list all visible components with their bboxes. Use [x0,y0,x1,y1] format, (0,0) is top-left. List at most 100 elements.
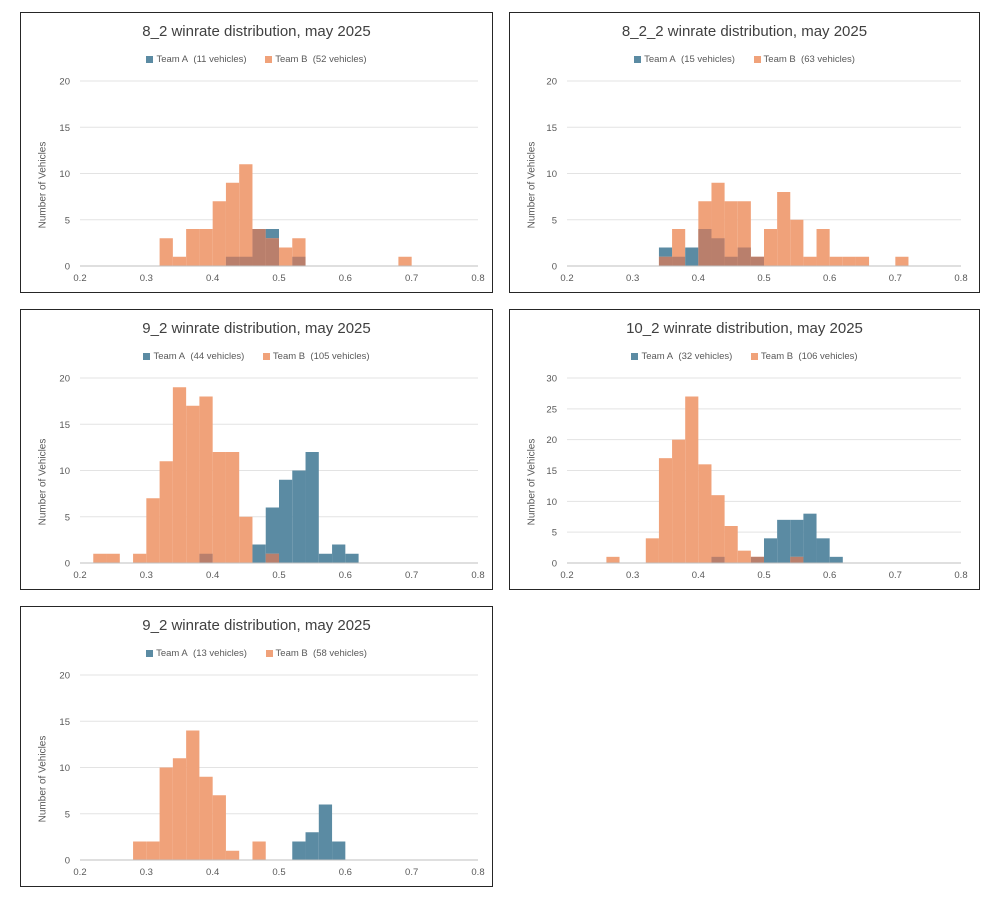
x-tick-label: 0.3 [626,570,639,581]
bar-team-b [199,776,213,860]
x-tick-label: 0.5 [272,867,285,878]
x-tick-label: 0.6 [339,273,352,284]
legend-label-team-b: Team B [275,54,308,65]
legend-team-a: Team A (13 vehicles) [146,648,247,659]
x-tick-label: 0.8 [471,570,484,581]
bar-team-a-overlap [672,256,686,266]
bar-team-b [212,452,226,563]
bar-team-b [895,256,909,266]
chart-panel-9-2-second: 9_2 winrate distribution, may 2025 Team … [20,606,493,887]
bar-team-a-overlap [750,556,764,563]
bar-team-a-overlap [750,256,764,266]
bar-team-a-overlap [265,238,279,266]
chart-legend: Team A (44 vehicles) Team B (105 vehicle… [21,351,492,362]
y-tick-label: 20 [546,435,557,446]
y-tick-label: 15 [546,466,557,477]
legend-team-b: Team B (106 vehicles) [750,351,858,362]
bar-team-b [252,841,266,860]
bar-team-a [279,479,293,563]
legend-team-a: Team A (44 vehicles) [143,351,244,362]
bar-team-b [172,387,187,563]
y-tick-label: 10 [546,169,557,180]
bar-team-a-overlap [265,553,279,563]
bar-team-b [842,256,856,266]
legend-label-team-a: Team A [641,351,674,362]
bar-team-a [685,247,699,266]
legend-team-b: Team B (63 vehicles) [753,54,855,65]
bar-team-b [803,256,817,266]
histogram-plot: 0 5 10 15 20 25 30 0.2 0.3 0.4 0.5 0.6 0.7 0.8 [546,374,967,582]
y-tick-label: 10 [546,497,557,508]
y-tick-label: 5 [65,215,70,226]
bar-team-a [332,841,346,860]
x-tick-label: 0.8 [471,273,484,284]
x-tick-label: 0.4 [692,570,705,581]
legend-count-team-a: (13 vehicles) [193,648,247,659]
histogram-plot: 0 5 10 15 20 0.2 0.3 0.4 0.5 0.6 0.7 0.8 [59,374,484,582]
bar-team-a [803,513,817,563]
y-tick-label: 5 [552,528,557,539]
legend-swatch-team-b [753,55,761,63]
bar-team-a [292,470,306,563]
legend-team-b: Team B (58 vehicles) [265,648,367,659]
y-tick-label: 5 [552,215,557,226]
y-tick-label: 0 [552,262,557,273]
y-tick-label: 20 [59,671,70,682]
bar-team-b [159,461,173,563]
bar-team-a-overlap [790,556,804,563]
x-tick-label: 0.5 [757,273,770,284]
bar-team-b [106,553,120,563]
bar-team-a-overlap [292,256,306,266]
legend-label-team-a: Team A [156,648,188,659]
bar-team-b [133,553,147,563]
x-tick-label: 0.4 [206,867,219,878]
bar-team-b [764,229,778,266]
y-tick-label: 15 [546,123,557,134]
x-tick-label: 0.8 [954,570,967,581]
legend-count-team-a: (15 vehicles) [681,54,735,65]
x-tick-label: 0.6 [823,273,836,284]
bar-team-b [172,256,187,266]
legend-label-team-a: Team A [153,351,186,362]
bar-team-a-overlap [199,553,213,563]
legend-swatch-team-a [634,55,642,63]
y-tick-label: 20 [546,77,557,88]
chart-title: 10_2 winrate distribution, may 2025 [626,320,863,337]
y-tick-label: 25 [546,404,557,415]
bar-team-a [252,544,266,563]
bar-team-b [855,256,870,266]
legend-label-team-b: Team B [272,351,306,362]
legend-count-team-b: (105 vehicles) [310,351,370,362]
x-tick-label: 0.7 [405,570,418,581]
legend-label-team-a: Team A [644,54,676,65]
bar-team-b [172,758,187,860]
legend-team-a: Team A (11 vehicles) [146,54,247,65]
bar-team-b [199,396,213,563]
legend-count-team-b: (52 vehicles) [312,54,367,65]
legend-swatch-team-b [265,55,273,63]
bar-team-a-overlap [252,229,266,266]
x-tick-label: 0.2 [73,273,86,284]
bar-team-b [212,795,226,860]
legend-label-team-a: Team A [156,54,189,65]
y-tick-label: 30 [546,374,557,385]
bar-team-a-overlap [698,229,712,266]
legend-swatch-team-b [262,352,270,360]
bar-team-b [790,219,804,266]
bar-team-b [186,405,200,563]
x-tick-label: 0.2 [560,273,573,284]
chart-legend: Team A (11 vehicles) Team B (52 vehicles… [21,54,492,65]
legend-count-team-a: (32 vehicles) [678,351,733,362]
bar-team-b [698,464,712,563]
chart-title: 9_2 winrate distribution, may 2025 [142,617,371,634]
legend-label-team-b: Team B [763,54,796,65]
bar-team-a-overlap [724,256,738,266]
legend-team-b: Team B (105 vehicles) [262,351,370,362]
legend-swatch-team-a [143,352,151,360]
bar-team-a [790,519,804,557]
bar-team-a [658,247,673,257]
legend-team-a: Team A (32 vehicles) [631,351,732,362]
histogram-plot: 0 5 10 15 20 0.2 0.3 0.4 0.5 0.6 0.7 0.8 [59,671,484,879]
bar-team-b [146,498,160,563]
y-tick-label: 0 [65,262,70,273]
